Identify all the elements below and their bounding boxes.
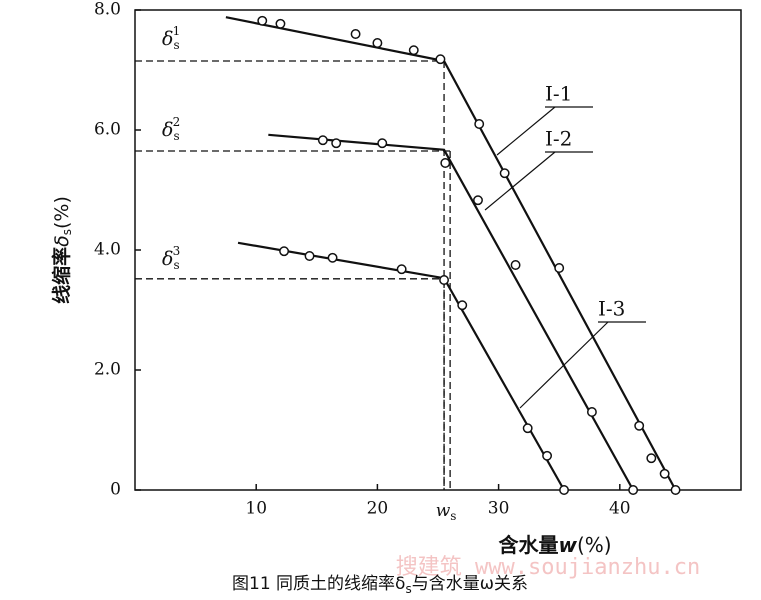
x-tick-label: 10 — [245, 499, 267, 519]
data-point — [499, 168, 510, 179]
x-axis-label-part: w — [558, 533, 577, 557]
data-point — [435, 54, 446, 65]
data-point — [372, 38, 383, 48]
data-point — [257, 15, 268, 26]
plot-frame — [134, 9, 742, 491]
x-axis-label: 含水量w(%) — [498, 533, 611, 557]
data-point — [275, 18, 286, 29]
limit-label: δs3 — [162, 244, 180, 272]
data-point — [439, 275, 450, 285]
data-point — [396, 264, 407, 275]
x-axis-label-part: (%) — [577, 533, 612, 557]
data-point — [586, 407, 597, 417]
data-point — [473, 195, 483, 206]
series-label: Ⅰ-1 — [545, 82, 572, 106]
y-axis-label-part: δ — [51, 235, 73, 247]
limit-label-part: 3 — [173, 244, 181, 258]
y-axis-label: 线缩率δs(%) — [50, 196, 74, 304]
limit-label-part: δ — [162, 28, 173, 50]
data-point — [474, 119, 485, 129]
series-label: Ⅰ-2 — [545, 127, 572, 151]
data-point — [304, 251, 315, 261]
data-point — [659, 468, 670, 479]
data-point — [457, 300, 468, 311]
series-label: Ⅰ-3 — [598, 297, 625, 321]
caption-part: 图11 同质土的线缩率δ — [232, 574, 405, 594]
data-point — [279, 246, 290, 257]
caption-part: s — [405, 582, 411, 596]
y-axis-label-part: 线缩率 — [50, 247, 73, 304]
data-point — [408, 45, 419, 56]
caption-part: 与含水量ω关系 — [412, 574, 528, 594]
data-point — [646, 453, 657, 464]
data-point — [542, 450, 553, 461]
y-tick-label: 2.0 — [94, 360, 121, 380]
x-tick-label: 30 — [488, 499, 510, 519]
caption: 图11 同质土的线缩率δs与含水量ω关系 — [232, 574, 528, 596]
y-tick-label: 8.0 — [94, 0, 121, 20]
data-point — [317, 135, 328, 146]
leader-line — [519, 321, 609, 409]
data-point — [554, 263, 565, 273]
data-point — [628, 485, 639, 495]
ws-label: ws — [436, 501, 457, 523]
limit-label-part: δ — [162, 248, 173, 270]
limit-label-part: s — [173, 129, 179, 143]
data-point — [522, 423, 533, 434]
limit-label-part: s — [173, 258, 179, 272]
limit-label-part: 2 — [173, 115, 181, 129]
y-axis-label-part: s — [60, 229, 74, 235]
data-point — [331, 138, 342, 149]
y-tick-label: 0 — [110, 480, 121, 500]
limit-label: δs1 — [162, 24, 180, 52]
data-point — [327, 252, 338, 263]
ws-label-part: s — [450, 509, 456, 523]
y-axis-label-part: (%) — [51, 196, 73, 229]
x-tick-label: 20 — [367, 499, 389, 519]
leader-line — [496, 106, 556, 156]
data-point — [670, 485, 681, 495]
limit-label-part: 1 — [173, 24, 181, 38]
data-point — [559, 485, 569, 495]
data-point — [510, 260, 521, 270]
data-point — [377, 138, 388, 149]
ws-label-part: w — [436, 501, 451, 521]
x-axis-label-part: 含水量 — [498, 533, 558, 557]
watermark: 搜建筑 www.soujianzhu.cn — [396, 555, 700, 580]
y-tick-label: 6.0 — [94, 120, 121, 140]
data-point — [440, 158, 451, 168]
data-point — [634, 420, 645, 431]
x-tick-label: 40 — [609, 499, 631, 519]
leader-line — [484, 151, 556, 211]
data-point — [350, 29, 361, 39]
limit-label-part: δ — [162, 119, 173, 141]
limit-label-part: s — [173, 38, 179, 52]
y-tick-label: 4.0 — [94, 240, 121, 260]
limit-label: δs2 — [162, 115, 180, 143]
